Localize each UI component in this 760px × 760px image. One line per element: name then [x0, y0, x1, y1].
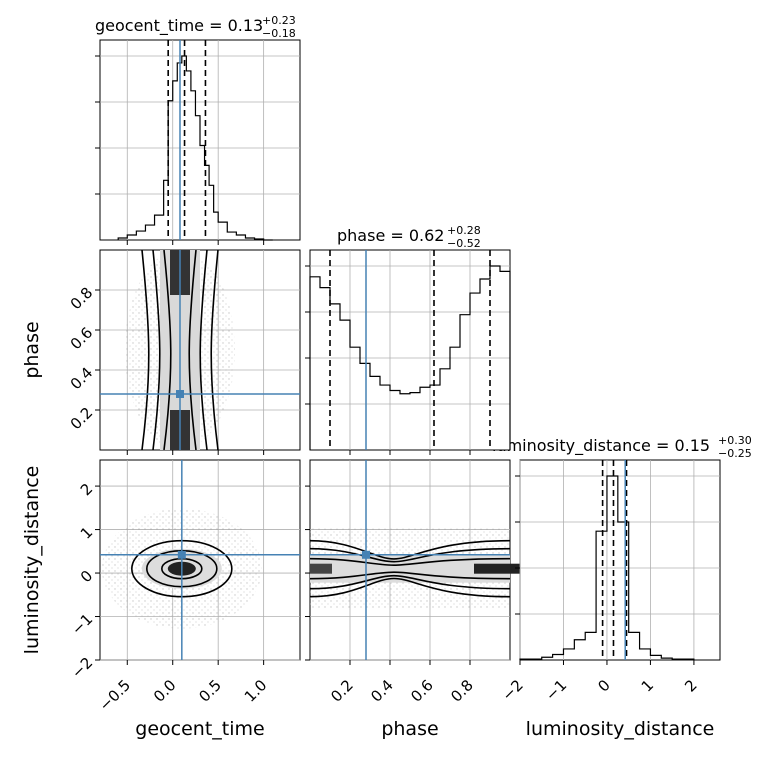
hist-luminosity-distance-xtick-label-2: 0 — [594, 676, 613, 695]
title-phase-minus: −0.52 — [447, 237, 481, 250]
hist-geocent-time-hist-line — [117, 55, 273, 241]
panel-geocent-time-phase: 0.2 0.4 0.6 0.8 — [67, 249, 301, 455]
panel-geocent-time-luminosity-distance-ytick-label-4: 2 — [77, 480, 96, 499]
title-geocent-time-plus: +0.23 — [262, 14, 296, 27]
panel-geocent-time-phase-contour-0 — [163, 249, 197, 451]
panel-geocent-time-phase-contour-2 — [141, 249, 219, 451]
panel-geocent-time-luminosity-distance-xtick-label-1: 0.0 — [150, 676, 180, 706]
panel-geocent-time-luminosity-distance-truth-marker — [177, 550, 186, 559]
panel-phase-luminosity-distance-xtick-label-3: 0.8 — [447, 676, 477, 706]
hist-luminosity-distance-xtick-label-4: 2 — [681, 676, 700, 695]
title-luminosity-distance: luminosity_distance = 0.15 +0.30 −0.25 — [492, 434, 752, 460]
panel-phase-luminosity-distance-xtick-label-1: 0.4 — [367, 676, 397, 706]
hist-phase-hist-line — [309, 265, 511, 450]
panel-phase-luminosity-distance-core-left — [310, 563, 332, 574]
panel-phase-luminosity-distance-xtick-label-0: 0.2 — [327, 676, 357, 706]
hist-luminosity-distance-hist-line — [519, 475, 695, 660]
title-luminosity-distance-text: luminosity_distance = 0.15 — [492, 436, 710, 456]
panel-geocent-time-luminosity-distance-xtick-label-3: 1.0 — [241, 676, 271, 706]
title-geocent-time: geocent_time = 0.13 +0.23 −0.18 — [95, 14, 296, 40]
panel-geocent-time-luminosity-distance-ytick-label-2: 0 — [77, 567, 96, 586]
panel-phase-luminosity-distance: 0.2 0.4 0.6 0.8 — [305, 459, 534, 706]
panel-geocent-time-phase-contour-1 — [152, 249, 208, 451]
panel-geocent-time-luminosity-distance-xtick-label-2: 0.5 — [195, 676, 225, 706]
panel-geocent-time-phase-ytick-label-1: 0.4 — [67, 364, 97, 394]
hist-luminosity-distance: −2 −1 0 1 2 — [498, 459, 721, 704]
hist-luminosity-distance-xtick-label-1: −1 — [542, 676, 570, 704]
panel-geocent-time-luminosity-distance: −0.5 0.0 0.5 1.0 −2 −1 0 1 2 — [68, 459, 301, 715]
xlabel-luminosity-distance: luminosity_distance — [526, 718, 715, 740]
title-geocent-time-text: geocent_time = 0.13 — [95, 16, 263, 36]
title-luminosity-distance-plus: +0.30 — [718, 434, 752, 447]
xlabel-geocent-time: geocent_time — [135, 718, 264, 740]
hist-luminosity-distance-xtick-label-3: 1 — [638, 676, 657, 695]
panel-geocent-time-phase-ytick-label-0: 0.2 — [67, 404, 97, 434]
title-phase-plus: +0.28 — [447, 224, 481, 237]
title-geocent-time-minus: −0.18 — [262, 27, 296, 40]
hist-luminosity-distance-xtick-label-0: −2 — [498, 676, 526, 704]
ylabel-phase: phase — [21, 321, 43, 378]
panel-phase-luminosity-distance-xtick-label-2: 0.6 — [407, 676, 437, 706]
panel-phase-luminosity-distance-contour-1 — [309, 547, 511, 590]
panel-phase-luminosity-distance-contour-0 — [309, 557, 511, 580]
title-phase-text: phase = 0.62 — [337, 226, 444, 245]
panel-geocent-time-phase-ytick-label-2: 0.6 — [67, 324, 97, 354]
panel-phase-luminosity-distance-contour-2 — [309, 539, 511, 598]
title-phase: phase = 0.62 +0.28 −0.52 — [337, 224, 481, 250]
panel-phase-luminosity-distance-truth-marker — [362, 550, 370, 559]
xlabel-phase: phase — [381, 718, 438, 740]
hist-phase — [305, 249, 511, 455]
hist-luminosity-distance-frame — [519, 459, 721, 661]
panel-geocent-time-phase-ytick-label-3: 0.8 — [67, 284, 97, 314]
ylabel-luminosity-distance: luminosity_distance — [21, 466, 43, 655]
panel-geocent-time-luminosity-distance-xtick-label-0: −0.5 — [96, 676, 134, 714]
panel-phase-luminosity-distance-core-right — [474, 563, 534, 574]
panel-geocent-time-luminosity-distance-ytick-label-3: 1 — [77, 523, 96, 542]
panel-geocent-time-luminosity-distance-ytick-label-0: −2 — [68, 654, 96, 682]
panel-geocent-time-luminosity-distance-ytick-label-1: −1 — [68, 610, 96, 638]
hist-phase-frame — [309, 249, 511, 451]
title-luminosity-distance-minus: −0.25 — [718, 447, 752, 460]
hist-geocent-time — [95, 39, 301, 245]
panel-geocent-time-phase-truth-marker — [176, 390, 184, 398]
